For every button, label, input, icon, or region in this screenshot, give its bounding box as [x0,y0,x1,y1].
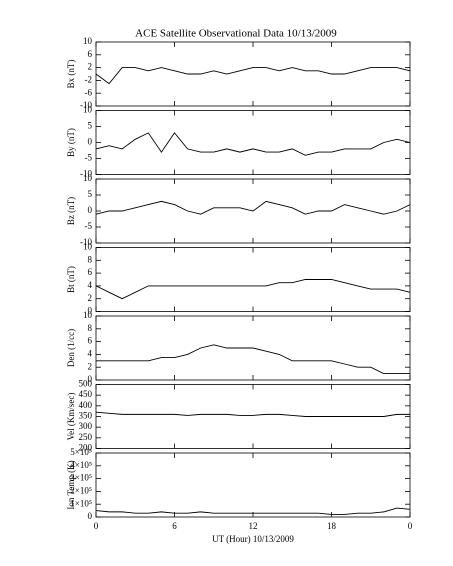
x-tick-label: 18 [327,521,337,531]
y-tick-label: 0 [88,205,93,215]
y-tick-label: 2 [88,361,93,371]
y-tick-label: 300 [79,421,93,431]
y-tick-label: 2×10⁵ [70,485,92,495]
y-tick-label: 0 [88,374,93,384]
y-tick-label: 10 [83,242,93,252]
x-tick-label: 0 [408,521,413,531]
y-tick-label: 5 [88,189,93,199]
y-tick-label: 500 [79,379,93,389]
y-tick-label: 6 [88,336,93,346]
y-tick-label: 5×10⁵ [70,447,92,457]
y-tick-label: 8 [88,323,93,333]
y-axis-label: Bz (nT) [66,197,76,225]
y-tick-label: -2 [85,74,93,84]
y-tick-label: 10 [83,173,93,183]
y-tick-label: 450 [79,389,93,399]
y-tick-label: 6 [88,267,93,277]
data-line [95,200,411,215]
x-axis-label: UT (Hour) 10/13/2009 [212,534,294,544]
y-tick-label: 2 [88,293,93,303]
y-axis-label: Den (1/cc) [66,329,76,367]
y-tick-label: 1×10⁵ [70,498,92,508]
y-tick-label: 10 [83,36,93,46]
y-tick-label: 5 [88,121,93,131]
y-axis-label: Bx (nT) [66,60,76,89]
y-axis-label: Vel (Km/sec) [66,393,76,441]
x-tick-label: 0 [94,521,99,531]
y-axis-label: Ion Temp (K) [66,460,76,509]
y-tick-label: -5 [85,153,93,163]
y-tick-label: -10 [80,100,92,110]
x-tick-label: 6 [172,521,177,531]
data-line [95,132,411,156]
data-line [95,279,411,300]
y-tick-label: 6 [88,49,93,59]
panel-frame [95,452,411,518]
y-tick-label: 3×10⁵ [70,473,92,483]
y-tick-label: 0 [88,511,93,521]
y-tick-label: 250 [79,432,93,442]
y-tick-label: 10 [83,105,93,115]
data-line [95,507,411,515]
y-tick-label: 4 [88,280,93,290]
y-tick-label: 0 [88,306,93,316]
x-tick-label: 12 [249,521,258,531]
panel-frame [95,247,411,312]
panel-frame [95,110,411,175]
chart-title: ACE Satellite Observational Data 10/13/2… [135,28,337,40]
y-tick-label: -5 [85,221,93,231]
y-tick-label: 200 [79,443,93,453]
y-tick-label: 8 [88,254,93,264]
panel-frame [95,41,411,107]
y-tick-label: 10 [83,310,93,320]
y-tick-label: 0 [88,137,93,147]
y-tick-label: -10 [80,169,92,179]
y-tick-label: 350 [79,411,93,421]
y-tick-label: 400 [79,400,93,410]
y-axis-label: By (nT) [66,128,76,157]
y-tick-label: -6 [85,87,93,97]
data-line [96,344,410,375]
y-tick-label: -10 [80,237,92,247]
y-tick-label: 4 [88,348,93,358]
y-axis-label: Bt (nT) [66,266,76,293]
y-tick-label: 4×10⁵ [70,460,92,470]
data-line [95,411,410,417]
y-tick-label: 2 [88,62,93,72]
data-line [95,67,411,85]
